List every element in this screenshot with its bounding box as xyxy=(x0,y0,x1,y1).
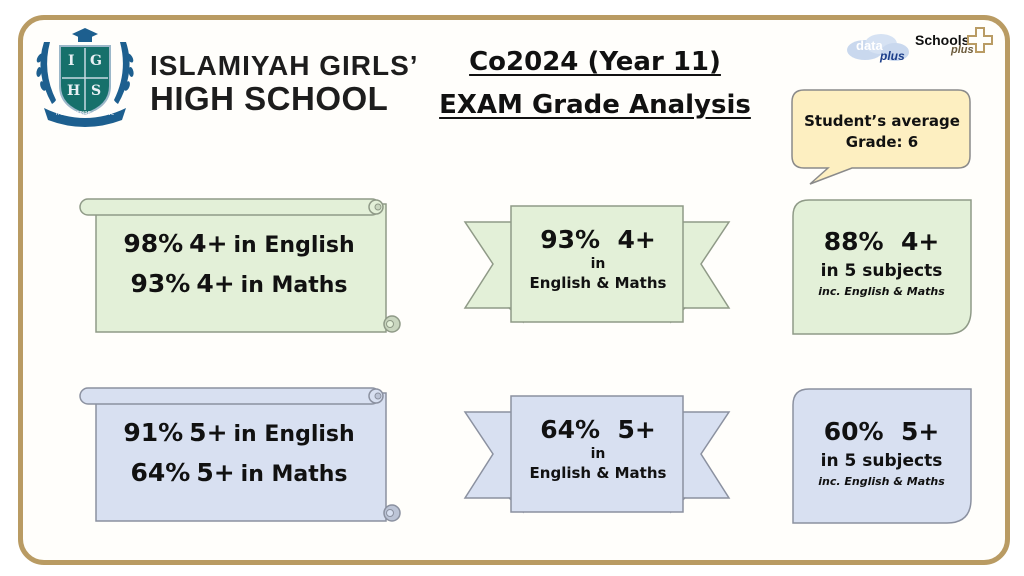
data-logo-text: data xyxy=(856,38,883,53)
grade4-combined-row: 93% 4+ xyxy=(513,225,683,255)
plus-cross-icon xyxy=(967,27,993,53)
grade4-five-row: 88% 4+ xyxy=(795,226,968,258)
grade4-subject-scroll xyxy=(79,198,401,333)
grade4-combined-subjects: English & Maths xyxy=(529,274,667,292)
grade4-five-grade: 4+ xyxy=(900,227,940,256)
average-grade-line1: Student’s average xyxy=(804,112,960,130)
grade4-combined-in: in xyxy=(590,256,606,272)
data-logo-plus: plus xyxy=(880,49,905,63)
crest-letter-i: I xyxy=(68,53,75,69)
data-plus-logo xyxy=(847,34,909,61)
page-title: Co2024 (Year 11) xyxy=(469,47,721,77)
grade5-subject-scroll xyxy=(79,387,401,522)
grade5-combined-pct: 64% xyxy=(540,415,601,444)
grade5-maths-label: in Maths xyxy=(240,462,348,487)
grade4-english-pct: 98% xyxy=(123,229,184,258)
grade4-english-label: in English xyxy=(233,233,355,258)
school-crest-logo xyxy=(36,28,134,127)
grade4-maths-grade: 4+ xyxy=(196,269,235,298)
grade4-five-inc: inc. English & Maths xyxy=(818,285,945,298)
grade5-five-subjects: in 5 subjects xyxy=(820,451,943,471)
average-grade-text: Student’s average Grade: 6 xyxy=(797,111,967,153)
grade4-maths-label: in Maths xyxy=(240,273,348,298)
school-name-line2: HIGH SCHOOL xyxy=(150,80,389,117)
grade5-five-pct: 60% xyxy=(823,417,884,446)
grade5-english-row: 91% 5+ in English xyxy=(98,418,380,458)
grade4-english-grade: 4+ xyxy=(189,229,228,258)
school-name-line1: ISLAMIYAH GIRLS’ xyxy=(150,50,419,81)
grade5-maths-row: 64% 5+ in Maths xyxy=(98,458,380,506)
grade4-maths-row: 93% 4+ in Maths xyxy=(98,269,380,317)
grade4-combined-pct: 93% xyxy=(540,225,601,254)
schools-plus-logo-text: Schools xyxy=(915,32,970,48)
grade4-subject-text: 98% 4+ in English 93% 4+ in Maths xyxy=(98,229,380,317)
grade5-english-pct: 91% xyxy=(123,418,184,447)
crest-letter-s: S xyxy=(91,83,102,99)
grade5-five-subjects-card xyxy=(792,388,972,524)
grade5-combined-in: in xyxy=(590,446,606,462)
grade4-english-row: 98% 4+ in English xyxy=(98,229,380,269)
grade4-five-subjects: in 5 subjects xyxy=(820,261,943,281)
grade4-five-subjects-text: 88% 4+ in 5 subjects inc. English & Math… xyxy=(795,226,968,300)
grade4-maths-pct: 93% xyxy=(130,269,191,298)
grade5-five-grade: 5+ xyxy=(900,417,940,446)
grade4-combined-text: 93% 4+ in English & Maths xyxy=(513,225,683,293)
crest-letter-g: G xyxy=(90,53,102,69)
grade5-five-inc: inc. English & Maths xyxy=(818,475,945,488)
grade4-five-pct: 88% xyxy=(823,227,884,256)
grade5-combined-subjects: English & Maths xyxy=(529,464,667,482)
grade4-combined-ribbon xyxy=(463,205,731,324)
grade4-combined-grade: 4+ xyxy=(617,225,656,254)
crest-letter-h: H xyxy=(67,83,81,99)
grade5-combined-grade: 5+ xyxy=(617,415,656,444)
page-subtitle: EXAM Grade Analysis xyxy=(439,90,751,120)
schools-plus-logo-plus: plus xyxy=(951,44,974,56)
grade5-combined-row: 64% 5+ xyxy=(513,415,683,445)
grade5-five-subjects-text: 60% 5+ in 5 subjects inc. English & Math… xyxy=(795,416,968,490)
grade5-english-label: in English xyxy=(233,422,355,447)
average-grade-line2: Grade: 6 xyxy=(845,133,919,151)
crest-motto: FAITH INSPIRE ACHIEVE xyxy=(55,111,115,117)
average-grade-bubble xyxy=(791,89,971,185)
grade5-maths-grade: 5+ xyxy=(196,458,235,487)
grade5-combined-text: 64% 5+ in English & Maths xyxy=(513,415,683,483)
grade4-five-subjects-card xyxy=(792,199,972,335)
school-name: ISLAMIYAH GIRLS’ HIGH SCHOOL xyxy=(150,50,419,117)
grade5-subject-text: 91% 5+ in English 64% 5+ in Maths xyxy=(98,418,380,506)
grade5-english-grade: 5+ xyxy=(189,418,228,447)
grade5-combined-ribbon xyxy=(463,395,731,514)
grade5-maths-pct: 64% xyxy=(130,458,191,487)
grade5-five-row: 60% 5+ xyxy=(795,416,968,448)
